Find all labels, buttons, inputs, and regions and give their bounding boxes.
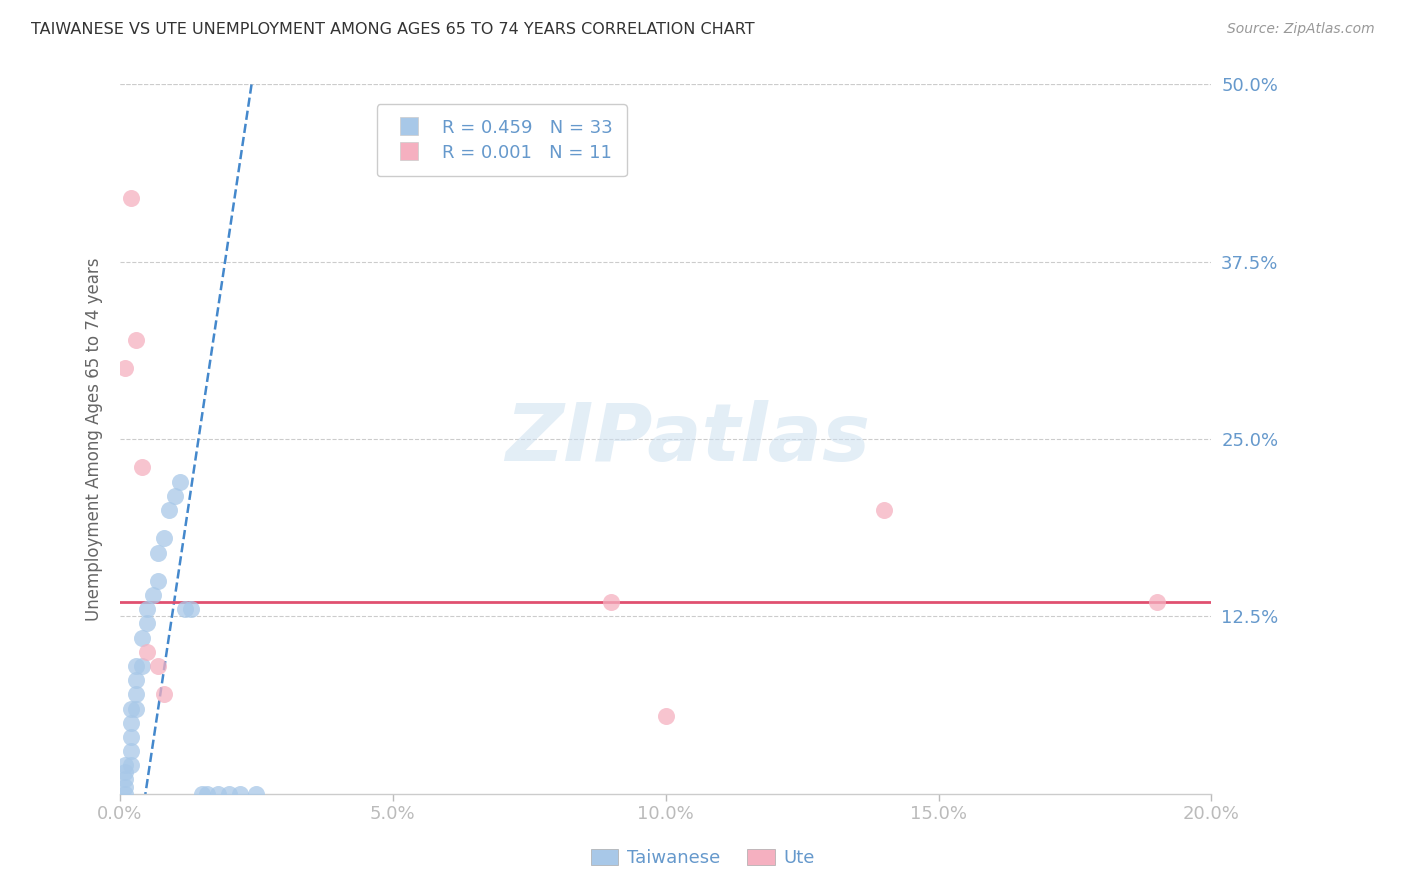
Point [114, 772, 136, 787]
Point [169, 475, 191, 489]
Point [125, 673, 148, 688]
Point [229, 787, 252, 801]
Point [114, 765, 136, 780]
Point [120, 744, 142, 758]
Point [195, 787, 218, 801]
Point [174, 602, 197, 616]
Point [136, 616, 159, 631]
Point [131, 631, 153, 645]
Text: TAIWANESE VS UTE UNEMPLOYMENT AMONG AGES 65 TO 74 YEARS CORRELATION CHART: TAIWANESE VS UTE UNEMPLOYMENT AMONG AGES… [31, 22, 755, 37]
Point [218, 787, 240, 801]
Point [125, 701, 148, 715]
Point [114, 758, 136, 772]
Point [1146, 595, 1168, 609]
Y-axis label: Unemployment Among Ages 65 to 74 years: Unemployment Among Ages 65 to 74 years [86, 257, 103, 621]
Point [152, 532, 174, 546]
Point [146, 659, 169, 673]
Point [146, 574, 169, 588]
Point [207, 787, 229, 801]
Point [114, 780, 136, 794]
Point [125, 659, 148, 673]
Text: ZIPatlas: ZIPatlas [505, 400, 870, 478]
Point [157, 503, 180, 517]
Point [120, 715, 142, 730]
Legend: Taiwanese, Ute: Taiwanese, Ute [583, 841, 823, 874]
Legend: R = 0.459   N = 33, R = 0.001   N = 11: R = 0.459 N = 33, R = 0.001 N = 11 [377, 104, 627, 177]
Point [120, 701, 142, 715]
Point [191, 787, 214, 801]
Point [142, 588, 165, 602]
Point [136, 602, 159, 616]
Point [120, 191, 142, 205]
Point [245, 787, 267, 801]
Point [600, 595, 623, 609]
Point [114, 787, 136, 801]
Point [152, 687, 174, 701]
Point [163, 489, 186, 503]
Point [125, 687, 148, 701]
Point [120, 758, 142, 772]
Point [654, 708, 676, 723]
Point [120, 730, 142, 744]
Point [136, 645, 159, 659]
Point [131, 460, 153, 475]
Point [146, 545, 169, 559]
Point [131, 659, 153, 673]
Point [180, 602, 202, 616]
Point [873, 503, 896, 517]
Point [114, 361, 136, 376]
Text: Source: ZipAtlas.com: Source: ZipAtlas.com [1227, 22, 1375, 37]
Point [125, 333, 148, 347]
